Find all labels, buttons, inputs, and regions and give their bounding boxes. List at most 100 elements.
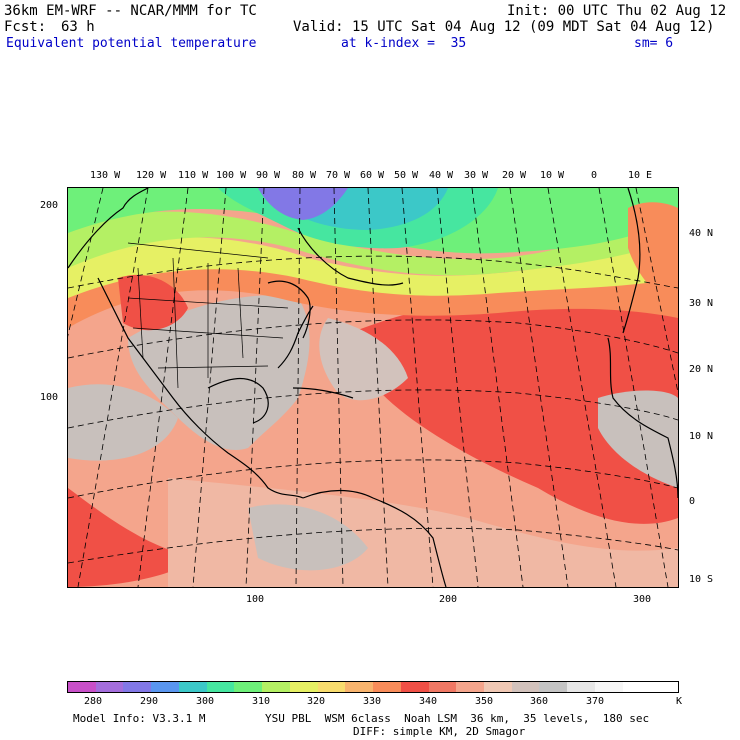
- colorbar-label: 300: [196, 696, 215, 707]
- diffusion-info: DIFF: simple KM, 2D Smagor: [353, 725, 526, 738]
- coastline-south-america: [302, 489, 447, 587]
- colorbar-swatch: [234, 682, 263, 692]
- colorbar-label: 340: [419, 696, 438, 707]
- grid-y-label: 200: [40, 200, 59, 211]
- physics-info: YSU PBL WSM 6class Noah LSM 36 km, 35 le…: [265, 712, 650, 725]
- coastline-west-mexico: [97, 277, 304, 499]
- meridian-line: [367, 188, 389, 587]
- colorbar-swatch: [262, 682, 290, 692]
- colorbar-swatch: [345, 682, 374, 692]
- colorbar-swatch: [594, 682, 623, 692]
- lat-label: 10 N: [689, 431, 714, 442]
- border-us-canada: [127, 242, 269, 259]
- lon-label: 40 W: [429, 170, 454, 181]
- border-state: [137, 267, 144, 359]
- lon-label: 60 W: [360, 170, 385, 181]
- colorbar-label: 320: [307, 696, 326, 707]
- atlantic-gray: [319, 318, 408, 401]
- coastline-canada-east: [297, 227, 404, 286]
- colorbar-swatch: [567, 682, 595, 692]
- colorbar-label: 370: [586, 696, 605, 707]
- light-green-band: [68, 198, 678, 276]
- border-state: [172, 257, 179, 389]
- init-time: Init: 00 UTC Thu 02 Aug 12: [507, 3, 727, 19]
- colorbar-swatch: [428, 682, 457, 692]
- colorbar: [67, 681, 679, 693]
- meridian-line: [137, 188, 189, 587]
- colorbar-swatch: [178, 682, 207, 692]
- colorbar-swatch: [373, 682, 401, 692]
- valid-time: Valid: 15 UTC Sat 04 Aug 12 (09 MDT Sat …: [293, 19, 715, 35]
- colorbar-swatch: [68, 682, 96, 692]
- meridian-line: [245, 188, 265, 587]
- colorbar-label: 310: [252, 696, 271, 707]
- forecast-hours: 63 h: [61, 19, 95, 35]
- meridian-line: [295, 188, 301, 587]
- lon-label: 10 E: [628, 170, 653, 181]
- lon-label: 20 W: [502, 170, 527, 181]
- colorbar-swatch: [400, 682, 429, 692]
- grid-x-label: 300: [633, 594, 652, 605]
- meridian-line: [635, 188, 678, 395]
- colorbar-swatch: [317, 682, 346, 692]
- grid-y-label: 100: [40, 392, 59, 403]
- lat-label: 10 S: [689, 574, 714, 585]
- yellow-band: [68, 218, 678, 298]
- coastline-cuba: [292, 387, 354, 399]
- meridian-line: [77, 188, 149, 587]
- smoothing: sm= 6: [634, 36, 674, 51]
- lon-label: 90 W: [256, 170, 281, 181]
- warm-core-region: [338, 292, 678, 524]
- coastline-florida: [277, 305, 314, 369]
- lat-label: 40 N: [689, 228, 714, 239]
- europe-orange: [628, 202, 678, 308]
- southwest-red: [118, 274, 188, 331]
- grid-x-label: 100: [246, 594, 265, 605]
- border-state: [237, 267, 244, 359]
- cold-core-purple: [258, 188, 348, 220]
- west-africa-gray: [598, 390, 678, 488]
- grid-x-label: 200: [439, 594, 458, 605]
- graticule: [68, 188, 678, 587]
- colorbar-swatch: [289, 682, 318, 692]
- colorbar-swatch: [123, 682, 152, 692]
- border-state: [157, 365, 269, 369]
- map-panel: [67, 187, 679, 588]
- colorbar-swatch: [151, 682, 179, 692]
- parallel-line: [68, 459, 678, 499]
- forecast-label: Fcst:: [4, 19, 47, 35]
- colorbar-swatch: [650, 682, 679, 692]
- lon-label: 70 W: [326, 170, 351, 181]
- lon-label: 50 W: [394, 170, 419, 181]
- lon-label: 120 W: [136, 170, 167, 181]
- political-borders: [127, 242, 289, 389]
- colorbar-swatch: [622, 682, 651, 692]
- meridian-line: [547, 188, 617, 587]
- border-state: [127, 297, 289, 309]
- lon-label: 130 W: [90, 170, 121, 181]
- meridian-line: [598, 188, 669, 587]
- east-pacific-warm: [68, 488, 198, 587]
- parallel-line: [68, 255, 678, 289]
- parallel-line: [68, 527, 678, 564]
- lat-label: 30 N: [689, 298, 714, 309]
- colorbar-label: 290: [140, 696, 159, 707]
- model-info: Model Info: V3.3.1 M: [73, 712, 206, 725]
- border-state: [132, 327, 284, 339]
- colorbar-label: 330: [363, 696, 382, 707]
- colorbar-swatch: [95, 682, 124, 692]
- coastline-pacific-nw: [68, 188, 149, 269]
- colorbar-swatch: [539, 682, 568, 692]
- lon-label: 10 W: [540, 170, 565, 181]
- colorbar-label: 360: [530, 696, 549, 707]
- colorbar-label: 280: [84, 696, 103, 707]
- meridian-line: [401, 188, 434, 587]
- lon-label: 110 W: [178, 170, 209, 181]
- colorbar-swatch: [456, 682, 485, 692]
- coastline-africa: [607, 337, 678, 499]
- lon-label: 80 W: [292, 170, 317, 181]
- coastline-us-east: [267, 280, 311, 339]
- coastline-europe: [622, 188, 641, 334]
- coastline-gulf: [207, 377, 269, 424]
- model-title: 36km EM-WRF -- NCAR/MMM for TC: [4, 3, 257, 19]
